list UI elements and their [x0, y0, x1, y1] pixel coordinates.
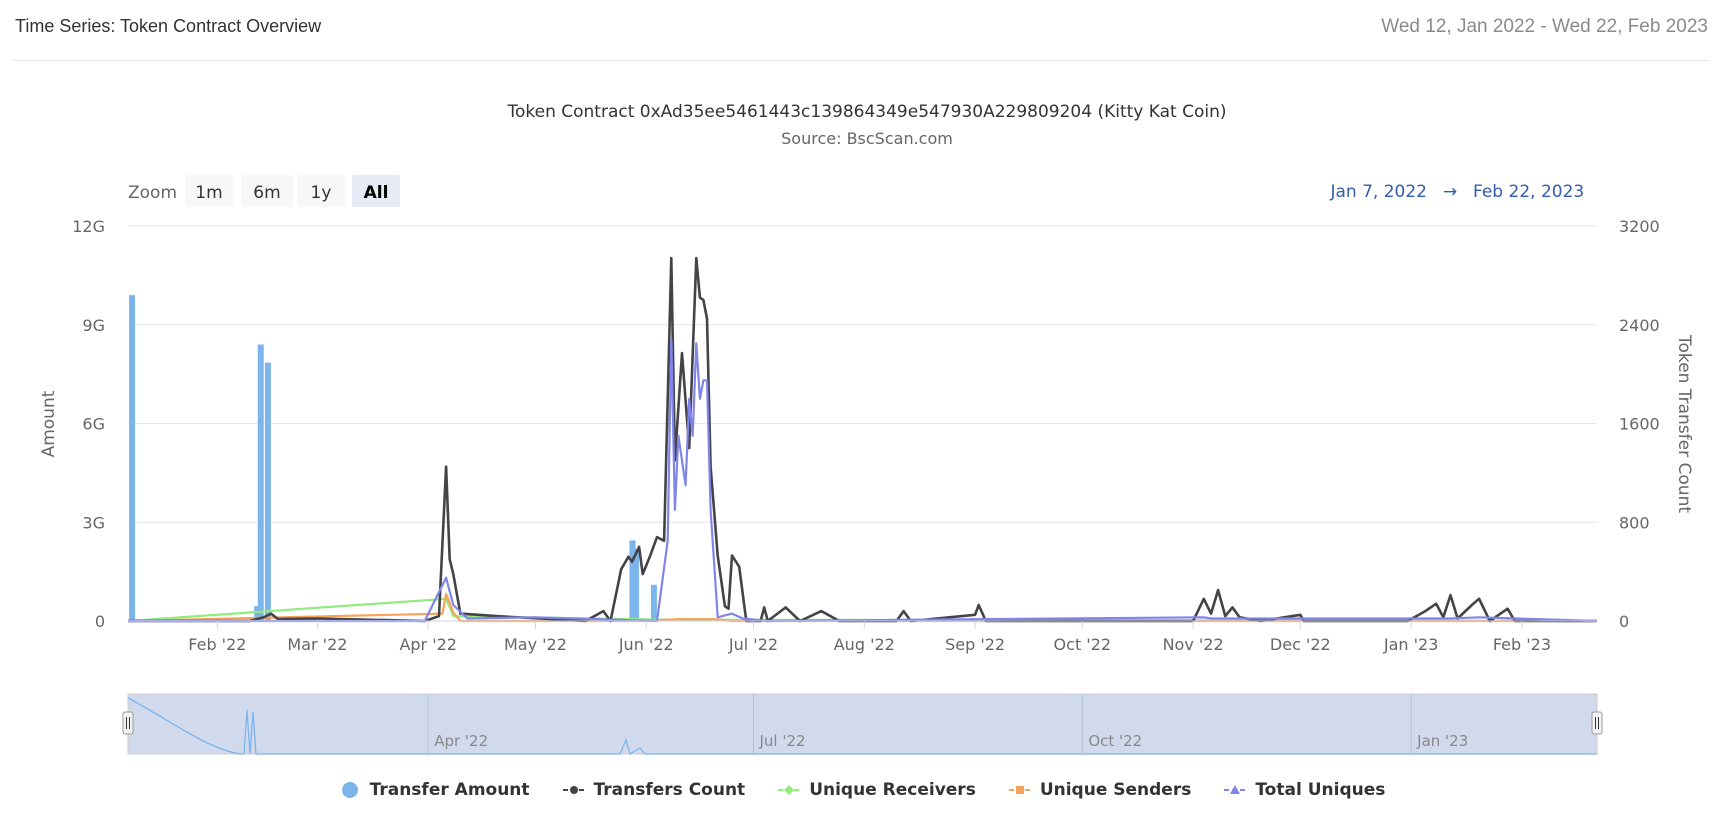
range-from[interactable]: Jan 7, 2022 — [1330, 182, 1428, 202]
x-tick-label: Jan '23 — [1383, 635, 1439, 654]
x-tick-label: Aug '22 — [834, 635, 895, 654]
chart-title: Token Contract 0xAd35ee5461443c139864349… — [506, 102, 1226, 122]
transfer-amount-bar — [629, 540, 636, 621]
left-axis-ticks: 0 3G 6G 9G 12G — [72, 217, 105, 631]
legend-label: Unique Senders — [1039, 780, 1192, 800]
navigator-mask — [127, 693, 1598, 755]
navigator-handle-left[interactable] — [122, 711, 134, 735]
x-tick-label: Apr '22 — [399, 635, 457, 654]
legend-symbol-icon — [562, 786, 585, 794]
x-axis-ticks: Feb '22 Mar '22 Apr '22 May '22 Jun '22 Jul '… — [188, 621, 1551, 654]
transfer-amount-bar — [129, 295, 136, 621]
transfer-amount-bar — [254, 606, 261, 621]
legend-symbol-icon — [341, 782, 358, 798]
transfer-amount-bar — [633, 548, 640, 621]
x-tick-label: Feb '23 — [1493, 635, 1551, 654]
x-tick-label: Nov '22 — [1163, 635, 1224, 654]
zoom-button-bg — [185, 175, 233, 207]
legend-symbol-icon — [1224, 785, 1247, 794]
legend-label: Transfers Count — [593, 780, 746, 800]
zoom-button-1y[interactable]: 1y — [297, 175, 345, 207]
zoom-button-group: 1m 6m 1y All — [185, 175, 400, 207]
legend-item-transfer-amount[interactable]: Transfer Amount — [338, 776, 530, 804]
series-lines — [127, 256, 1598, 623]
navigator-handle-right[interactable] — [1591, 711, 1603, 735]
right-tick-label: 3200 — [1619, 217, 1660, 236]
left-tick-label: 0 — [95, 612, 105, 631]
navigator-tick-label: Oct '22 — [1088, 732, 1142, 750]
x-tick-label: Jul '22 — [728, 635, 778, 654]
transfer-amount-bar — [650, 584, 657, 621]
x-tick-label: Jun '22 — [618, 635, 674, 654]
right-tick-label: 2400 — [1619, 316, 1660, 335]
x-tick-label: Sep '22 — [945, 635, 1005, 654]
unique-senders-line — [127, 592, 1597, 623]
right-tick-label: 0 — [1619, 612, 1629, 631]
right-tick-label: 800 — [1619, 513, 1650, 532]
page-title: Time Series: Token Contract Overview — [15, 16, 322, 36]
zoom-button-label: All — [364, 183, 389, 203]
navigator[interactable]: Apr '22 Jul '22 Oct '22 Jan '23 — [122, 693, 1603, 755]
transfers-count-line — [128, 256, 1597, 623]
navigator-tick-label: Jan '23 — [1416, 732, 1468, 750]
transfer-amount-bar — [264, 362, 271, 621]
chart-legend: Transfer Amount Transfers Count Unique Rec… — [0, 776, 1723, 804]
zoom-button-label: 1m — [195, 183, 222, 203]
left-tick-label: 9G — [82, 316, 105, 335]
chart-gridlines — [128, 225, 1597, 523]
navigator-handle-bg — [122, 711, 134, 735]
legend-item-transfers-count[interactable]: Transfers Count — [562, 776, 746, 804]
zoom-button-bg — [297, 175, 345, 207]
legend-item-total-uniques[interactable]: Total Uniques — [1223, 776, 1385, 804]
right-tick-label: 1600 — [1619, 415, 1660, 434]
chart-subtitle: Source: BscScan.com — [781, 129, 953, 148]
total-uniques-line — [128, 338, 1598, 623]
navigator-tick-label: Jul '22 — [758, 732, 805, 750]
header-bar: Time Series: Token Contract Overview Wed… — [13, 0, 1710, 61]
legend-label: Unique Receivers — [809, 780, 976, 800]
left-tick-label: 12G — [72, 217, 105, 236]
legend-item-unique-receivers[interactable]: Unique Receivers — [777, 776, 976, 804]
x-tick-label: Feb '22 — [188, 635, 246, 654]
x-tick-label: Dec '22 — [1270, 635, 1331, 654]
zoom-button-bg — [241, 175, 293, 207]
legend-symbol-icon — [778, 785, 801, 795]
range-arrow: → — [1443, 182, 1457, 202]
x-tick-label: Mar '22 — [287, 635, 347, 654]
zoom-button-label: 6m — [253, 183, 280, 203]
x-tick-label: May '22 — [504, 635, 567, 654]
legend-symbol-icon — [1008, 786, 1031, 794]
zoom-button-all[interactable]: All — [352, 175, 400, 207]
legend-label: Transfer Amount — [369, 780, 530, 800]
transfer-amount-columns — [129, 295, 657, 621]
legend-item-unique-senders[interactable]: Unique Senders — [1008, 776, 1192, 804]
navigator-handle-bg — [1591, 711, 1603, 735]
transfer-amount-bar — [257, 344, 264, 621]
header-date-range: Wed 12, Jan 2022 - Wed 22, Feb 2023 — [1381, 16, 1708, 37]
left-tick-label: 3G — [82, 513, 105, 532]
zoom-button-6m[interactable]: 6m — [241, 175, 293, 207]
right-axis-title: Token Transfer Count — [1674, 334, 1694, 513]
range-to[interactable]: Feb 22, 2023 — [1473, 182, 1584, 202]
zoom-button-bg — [352, 175, 400, 207]
time-series-chart: Token Contract 0xAd35ee5461443c139864349… — [39, 102, 1694, 755]
legend-label: Total Uniques — [1255, 780, 1386, 800]
zoom-label: Zoom — [128, 183, 177, 203]
left-axis-title: Amount — [39, 390, 59, 457]
left-tick-label: 6G — [82, 415, 105, 434]
zoom-button-label: 1y — [311, 183, 332, 203]
x-tick-label: Oct '22 — [1054, 635, 1112, 654]
zoom-button-1m[interactable]: 1m — [185, 175, 233, 207]
navigator-series — [127, 697, 1597, 755]
right-axis-ticks: 0 800 1600 2400 3200 — [1619, 217, 1660, 631]
navigator-tick-label: Apr '22 — [434, 732, 488, 750]
